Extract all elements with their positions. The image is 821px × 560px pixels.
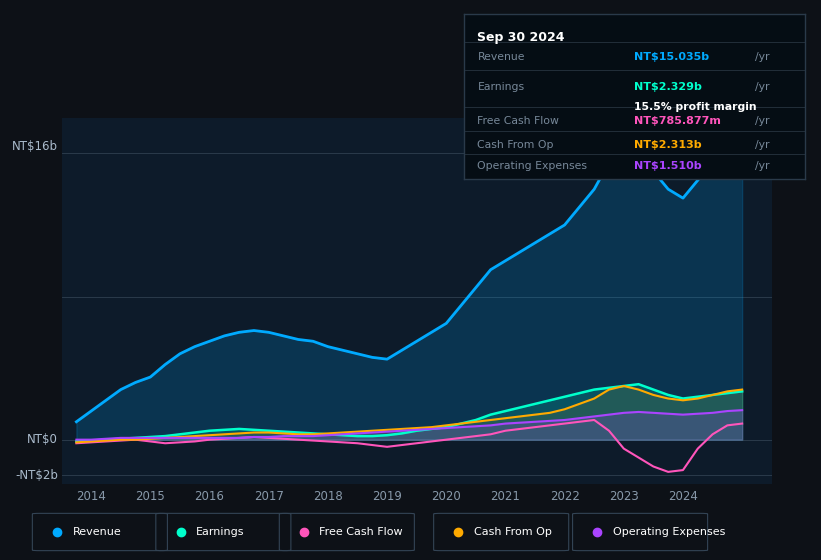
- Text: NT$1.510b: NT$1.510b: [635, 161, 702, 171]
- Text: Revenue: Revenue: [72, 527, 122, 537]
- Text: NT$2.329b: NT$2.329b: [635, 82, 702, 92]
- Text: Operating Expenses: Operating Expenses: [612, 527, 725, 537]
- Text: /yr: /yr: [755, 161, 769, 171]
- Text: Cash From Op: Cash From Op: [478, 139, 554, 150]
- Text: /yr: /yr: [755, 139, 769, 150]
- Text: NT$785.877m: NT$785.877m: [635, 116, 721, 127]
- Text: Free Cash Flow: Free Cash Flow: [319, 527, 403, 537]
- Text: NT$0: NT$0: [27, 433, 58, 446]
- Text: Operating Expenses: Operating Expenses: [478, 161, 588, 171]
- Text: NT$16b: NT$16b: [12, 141, 58, 153]
- Text: Earnings: Earnings: [478, 82, 525, 92]
- Text: Cash From Op: Cash From Op: [474, 527, 552, 537]
- Text: Earnings: Earnings: [196, 527, 245, 537]
- Text: -NT$2b: -NT$2b: [15, 469, 58, 482]
- Text: /yr: /yr: [755, 82, 769, 92]
- Text: NT$15.035b: NT$15.035b: [635, 52, 709, 62]
- Text: /yr: /yr: [755, 52, 769, 62]
- Text: Sep 30 2024: Sep 30 2024: [478, 30, 565, 44]
- Text: NT$2.313b: NT$2.313b: [635, 139, 702, 150]
- Text: Free Cash Flow: Free Cash Flow: [478, 116, 559, 127]
- Text: /yr: /yr: [755, 116, 769, 127]
- Text: Revenue: Revenue: [478, 52, 525, 62]
- Text: 15.5% profit margin: 15.5% profit margin: [635, 101, 757, 111]
